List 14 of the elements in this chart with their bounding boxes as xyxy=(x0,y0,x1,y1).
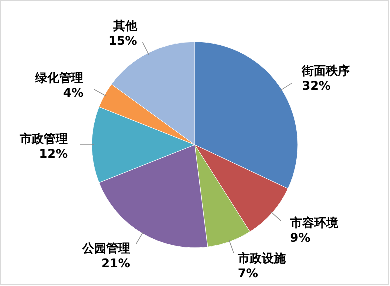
data-label: 4% xyxy=(63,86,84,100)
slice-label: 市政设施 xyxy=(237,251,288,266)
slice-label: 公园管理 xyxy=(81,241,130,256)
slice-label: 街面秩序 xyxy=(301,64,350,78)
data-label: 15% xyxy=(108,34,138,48)
data-label: 21% xyxy=(102,256,130,270)
data-label: 9% xyxy=(290,230,311,245)
slice-label: 其他 xyxy=(112,18,138,33)
slice-label: 绿化管理 xyxy=(34,70,84,85)
data-label: 32% xyxy=(302,78,331,93)
slice-label: 市容环境 xyxy=(289,216,340,230)
slice-label: 市政管理 xyxy=(19,132,68,146)
data-label: 7% xyxy=(238,266,258,280)
data-label: 12% xyxy=(39,147,68,161)
